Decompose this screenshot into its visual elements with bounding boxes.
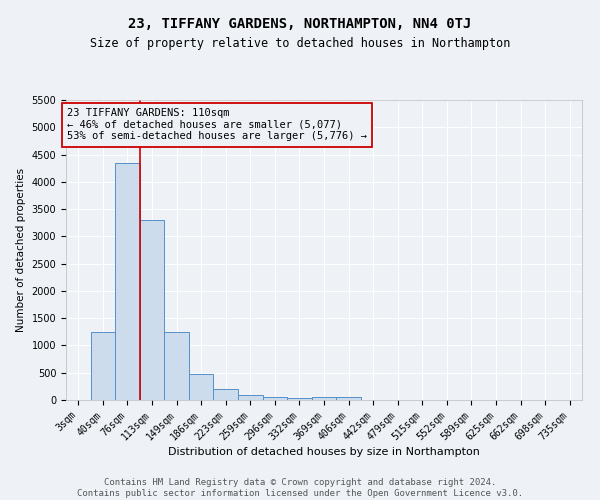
Bar [238, 395, 263, 400]
Bar [214, 389, 238, 400]
Text: 23, TIFFANY GARDENS, NORTHAMPTON, NN4 0TJ: 23, TIFFANY GARDENS, NORTHAMPTON, NN4 0T… [128, 18, 472, 32]
Bar [115, 162, 140, 400]
Text: Contains HM Land Registry data © Crown copyright and database right 2024.
Contai: Contains HM Land Registry data © Crown c… [77, 478, 523, 498]
Bar [263, 397, 287, 400]
Bar [287, 398, 312, 400]
Bar [189, 374, 214, 400]
Text: 23 TIFFANY GARDENS: 110sqm
← 46% of detached houses are smaller (5,077)
53% of s: 23 TIFFANY GARDENS: 110sqm ← 46% of deta… [67, 108, 367, 142]
Bar [312, 397, 336, 400]
X-axis label: Distribution of detached houses by size in Northampton: Distribution of detached houses by size … [168, 448, 480, 458]
Text: Size of property relative to detached houses in Northampton: Size of property relative to detached ho… [90, 38, 510, 51]
Bar [164, 332, 189, 400]
Bar [91, 332, 115, 400]
Bar [140, 220, 164, 400]
Y-axis label: Number of detached properties: Number of detached properties [16, 168, 26, 332]
Bar [336, 397, 361, 400]
